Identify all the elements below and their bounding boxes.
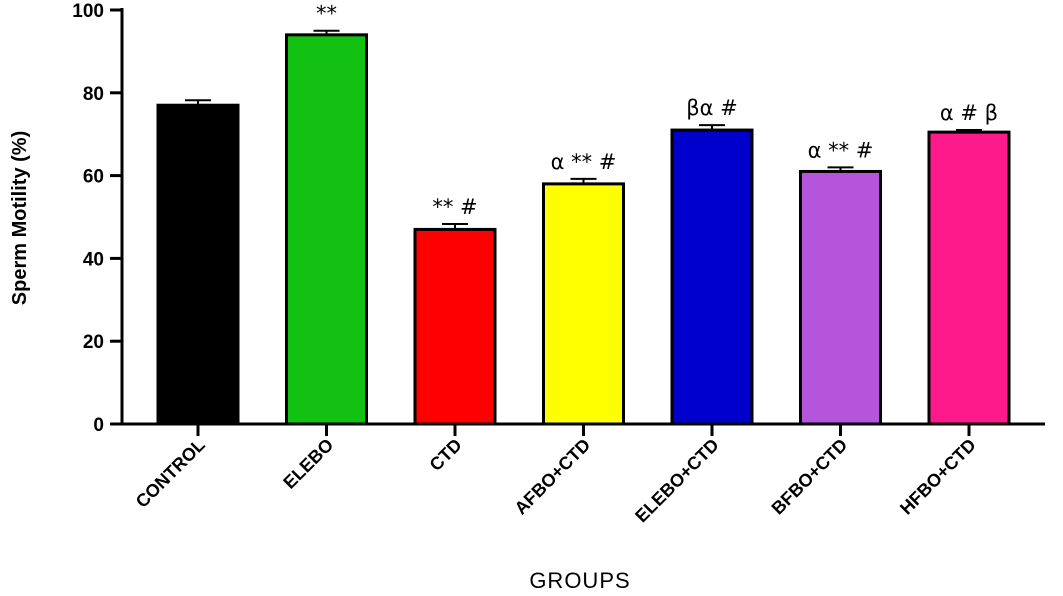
- bar-annotation: α ** #: [551, 150, 617, 174]
- y-tick-label: 20: [83, 332, 104, 353]
- bar-annotation: ** #: [432, 195, 477, 219]
- x-tick-label: CTD: [426, 435, 466, 475]
- y-tick-label: 0: [93, 415, 104, 436]
- axes: [110, 8, 1045, 436]
- bars: [156, 29, 1011, 426]
- x-tick-label: HFBO+CTD: [896, 435, 980, 519]
- bar: [670, 128, 754, 426]
- bar: [285, 33, 368, 426]
- x-tick-label: CONTROL: [132, 435, 209, 512]
- bar: [927, 130, 1011, 426]
- x-tick-label: BFBO+CTD: [768, 435, 852, 519]
- y-tick-label: 40: [83, 249, 104, 270]
- bar-annotation: βα #: [686, 96, 738, 120]
- bar-annotation: **: [316, 2, 337, 26]
- y-tick-label: 60: [83, 167, 104, 188]
- x-tick-label: AFBO+CTD: [511, 435, 595, 519]
- x-axis-label: GROUPS: [529, 568, 630, 593]
- y-tick-label: 80: [83, 84, 104, 105]
- bar-annotation: α # β: [940, 101, 998, 125]
- bar-annotation: α ** #: [808, 138, 874, 162]
- y-axis-label: Sperm Motility (%): [9, 131, 31, 305]
- x-tick-label: ELEBO+CTD: [631, 435, 723, 527]
- x-tick-label: ELEBO: [279, 435, 337, 493]
- bar: [413, 227, 497, 426]
- bar: [156, 103, 240, 426]
- y-tick-label: 100: [72, 1, 104, 22]
- bar: [542, 182, 625, 426]
- bar: [799, 169, 882, 426]
